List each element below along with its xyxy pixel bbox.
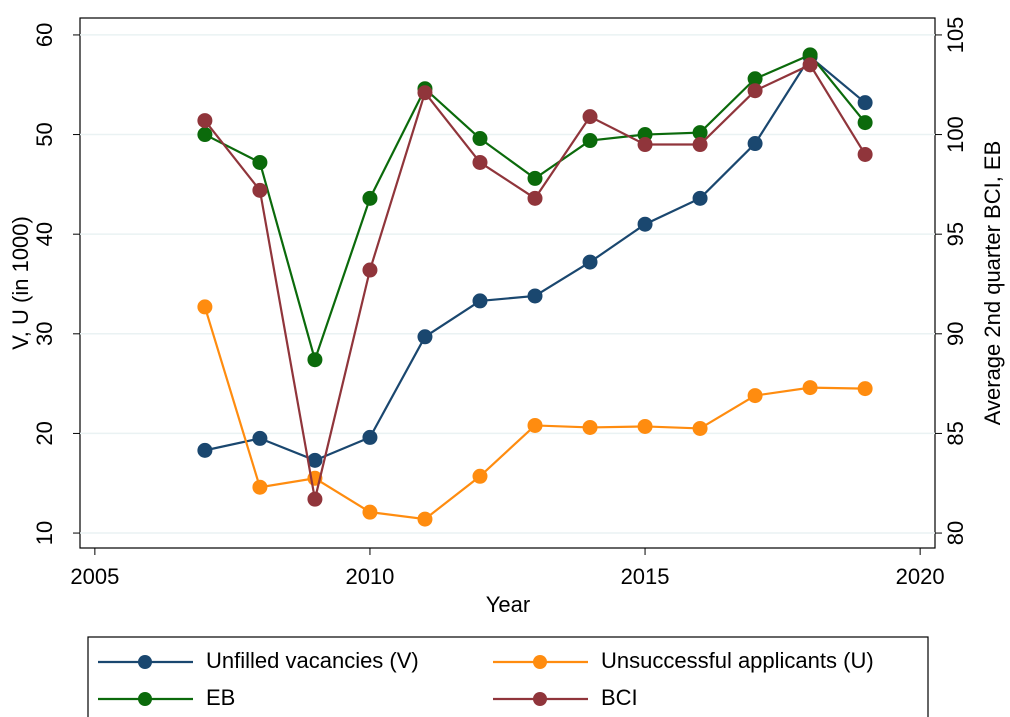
series-point [472,468,488,484]
series-point [582,109,598,125]
series-point [252,154,268,170]
series-point [802,380,818,396]
series-point [857,115,873,131]
series-point [857,146,873,162]
series-point [472,154,488,170]
y-tick-label: 10 [32,521,57,545]
series-point [747,83,763,99]
series-point [692,420,708,436]
series-point [747,136,763,152]
y2-axis-title: Average 2nd quarter BCI, EB [980,141,1005,426]
series-point [692,137,708,153]
y2-tick-label: 105 [943,17,968,54]
y-tick-label: 20 [32,421,57,445]
legend-label: EB [206,685,235,710]
series-point [362,262,378,278]
series-point [747,388,763,404]
series-point [802,57,818,73]
x-axis-title: Year [486,592,530,617]
series-point [197,442,213,458]
series-point [582,419,598,435]
series-point [307,352,323,368]
series-point [252,182,268,198]
legend-marker [138,692,152,706]
x-tick-label: 2015 [621,564,670,589]
x-tick-label: 2020 [896,564,945,589]
legend-label: Unsuccessful applicants (U) [601,648,874,673]
y-tick-label: 60 [32,23,57,47]
legend-box [87,636,929,717]
series-point [857,95,873,111]
y2-tick-label: 100 [943,116,968,153]
series-point [857,381,873,397]
series-point [197,127,213,143]
series-point [527,170,543,186]
series-point [417,511,433,527]
series-point [252,430,268,446]
series-point [582,133,598,149]
legend-marker [138,655,152,669]
y2-tick-label: 90 [943,322,968,346]
series-point [197,299,213,315]
series-point [472,131,488,147]
series-point [307,452,323,468]
series-point [637,418,653,434]
series-point [362,504,378,520]
legend-label: BCI [601,685,638,710]
series-point [692,190,708,206]
series-point [252,479,268,495]
series-point [582,254,598,270]
series-point [637,216,653,232]
series-point [527,417,543,433]
y2-tick-label: 85 [943,421,968,445]
series-point [417,329,433,345]
series-point [197,113,213,129]
y2-tick-label: 95 [943,222,968,246]
y-tick-label: 40 [32,222,57,246]
series-point [362,190,378,206]
x-tick-label: 2010 [345,564,394,589]
series-point [527,190,543,206]
series-point [527,288,543,304]
y-tick-label: 30 [32,322,57,346]
series-point [362,429,378,445]
series-point [637,137,653,153]
legend-marker [533,692,547,706]
series-point [417,85,433,101]
legend-label: Unfilled vacancies (V) [206,648,419,673]
y-tick-label: 50 [32,122,57,146]
y-axis-title: V, U (in 1000) [8,216,33,350]
y2-tick-label: 80 [943,521,968,545]
x-tick-label: 2005 [70,564,119,589]
series-point [307,491,323,507]
series-point [472,293,488,309]
legend-marker [533,655,547,669]
plot-frame [79,17,936,549]
